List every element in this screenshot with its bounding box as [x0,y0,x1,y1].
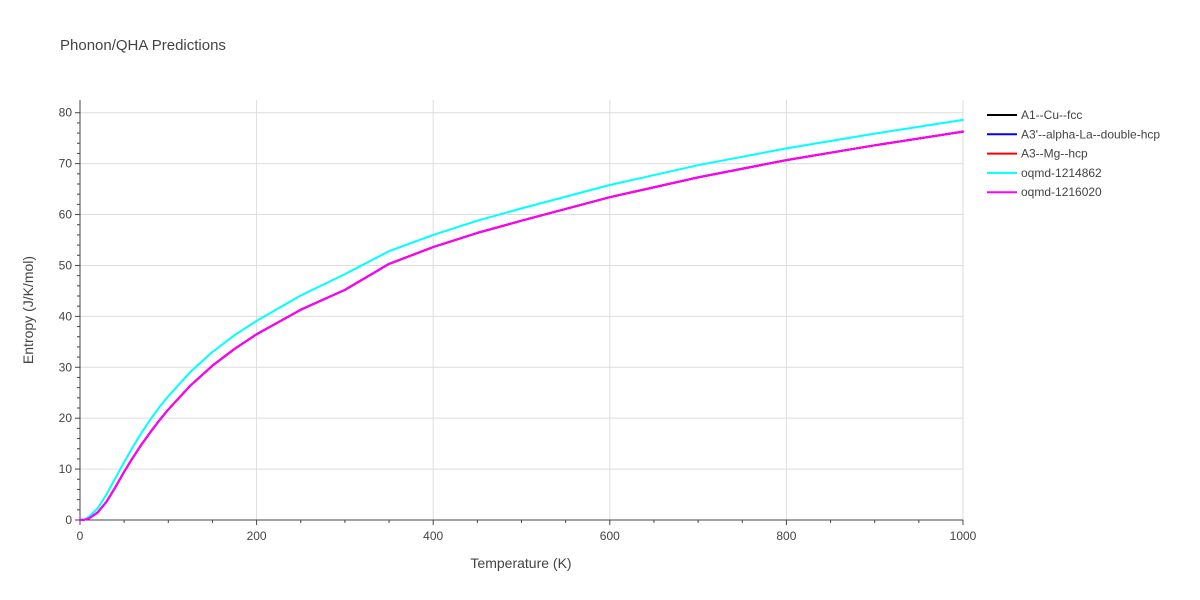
y-tick-label: 10 [59,462,73,476]
axes-layer: 0 200 400 600 800 1000 0 10 20 30 40 50 60 70 80 [59,100,977,543]
y-tick-label: 0 [65,513,72,527]
x-tick-label: 800 [776,529,796,543]
series-line-3 [79,118,964,521]
y-tick-label: 70 [59,157,73,171]
series-line-4 [79,130,964,521]
x-tick-label: 0 [77,529,84,543]
legend-label: oqmd-1216020 [1021,185,1102,199]
y-tick-label: 30 [59,360,73,374]
x-tick-label: 400 [423,529,443,543]
y-tick-label: 40 [59,309,73,323]
y-axis-title: Entropy (J/K/mol) [20,256,36,364]
y-tick-label: 80 [59,106,73,120]
series-line-0 [79,130,964,521]
grid-layer [80,100,964,520]
chart-title: Phonon/QHA Predictions [60,37,226,54]
x-tick-label: 200 [247,529,267,543]
x-tick-label: 1000 [950,529,977,543]
y-tick-label: 60 [59,208,73,222]
legend-label: oqmd-1214862 [1021,166,1102,180]
legend: A1--Cu--fcc A3'--alpha-La--double-hcp A3--… [987,108,1160,199]
legend-label: A3'--alpha-La--double-hcp [1021,127,1160,141]
series-layer [79,118,964,521]
x-tick-label: 600 [600,529,620,543]
legend-label: A1--Cu--fcc [1021,108,1082,122]
series-line-2 [79,130,964,521]
series-line-1 [79,130,964,521]
y-tick-label: 20 [59,411,73,425]
y-tick-label: 50 [59,258,73,272]
legend-label: A3--Mg--hcp [1021,147,1088,161]
x-axis-title: Temperature (K) [470,555,571,571]
